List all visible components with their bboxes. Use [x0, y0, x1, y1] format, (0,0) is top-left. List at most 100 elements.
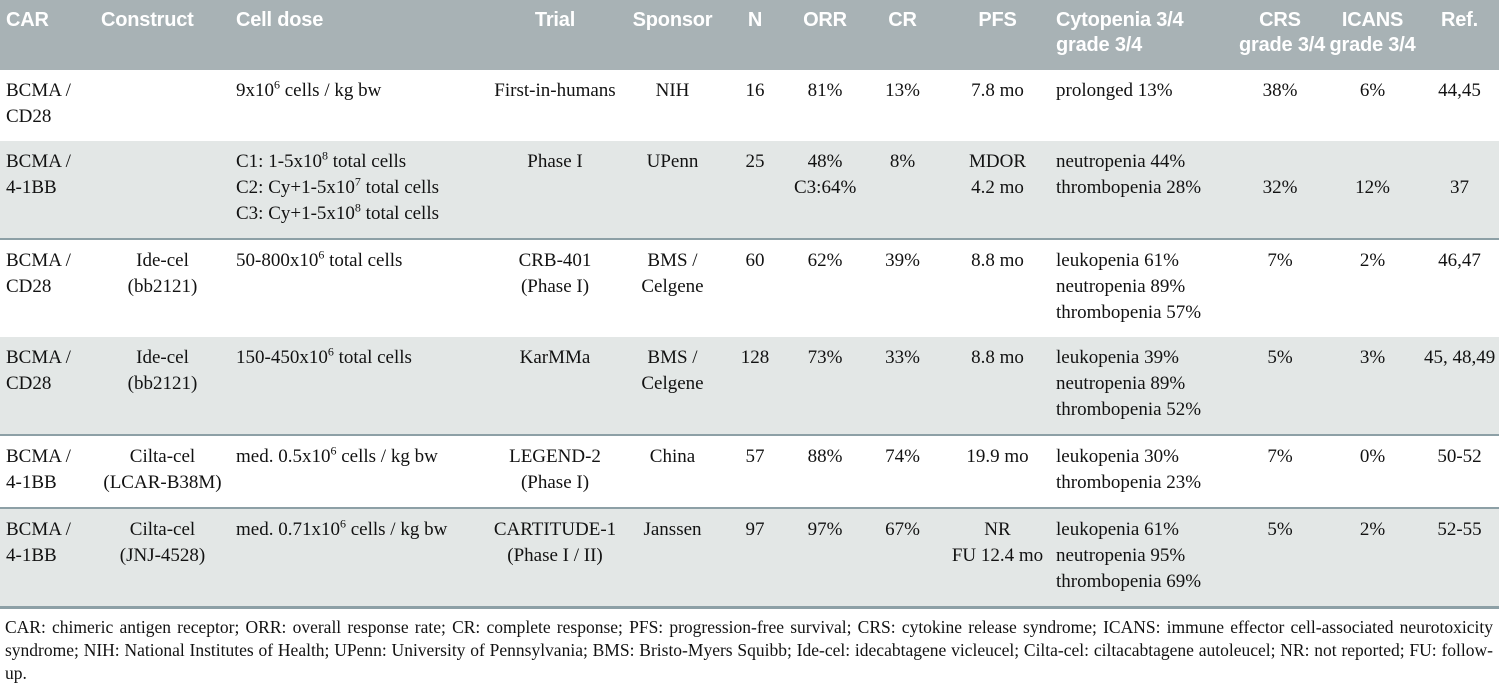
cell-cytopenia: leukopenia 61% neutropenia 89% thrombopeni…	[1050, 238, 1235, 337]
cell-cell_dose: 150-450x106 total cells	[230, 337, 485, 435]
cell-orr: 88%	[790, 434, 860, 508]
cell-sponsor: NIH	[655, 80, 690, 101]
column-header-trial: Trial	[485, 0, 625, 70]
table-row: BCMA / CD28 9x106 cells / kg bw First-in-hu…	[0, 70, 1499, 141]
cell-cytopenia: leukopenia 30% thrombopenia 23%	[1050, 434, 1235, 508]
cell-crs: 32%	[1235, 141, 1325, 239]
cell-trial: KarMMa	[485, 337, 625, 435]
cell-cr: 74%	[860, 434, 945, 508]
cell-sponsor: Janssen	[625, 507, 720, 608]
cell-car: BCMA / CD28	[0, 337, 95, 435]
cell-ref: 45, 48,49	[1420, 337, 1499, 435]
cell-n: 128	[720, 337, 790, 435]
cell-trial: CARTITUDE-1 (Phase I / II)	[485, 507, 625, 608]
column-header-cr: CR	[860, 0, 945, 70]
cell-ref: 46,47	[1420, 238, 1499, 337]
cell-icans: 0%	[1325, 434, 1420, 508]
column-header-car: CAR	[0, 0, 95, 70]
cell-pfs: 19.9 mo	[945, 434, 1050, 508]
cell-sponsor: China	[625, 434, 720, 508]
cell-construct	[95, 70, 230, 141]
cell-crs: 7%	[1235, 434, 1325, 508]
cell-construct: Cilta-cel (JNJ-4528)	[95, 507, 230, 608]
cell-n: 57	[720, 434, 790, 508]
cell-car: BCMA / CD28	[0, 238, 95, 337]
cell-construct	[95, 141, 230, 239]
cell-cell_dose: med. 0.5x106 cells / kg bw	[230, 434, 485, 508]
cell-cr: 8%	[860, 141, 945, 239]
cell-ref: 50-52	[1420, 434, 1499, 508]
table-footnote: CAR: chimeric antigen receptor; ORR: ove…	[5, 617, 1493, 683]
cell-sponsor: BMS / Celgene	[625, 337, 720, 435]
cell-icans: 2%	[1325, 507, 1420, 608]
column-header-crs: CRS grade 3/4	[1235, 0, 1325, 70]
cell-cytopenia: leukopenia 61% neutropenia 95% thrombopeni…	[1050, 507, 1235, 608]
cell-n: 25	[720, 141, 790, 239]
cell-orr: 73%	[790, 337, 860, 435]
cell-cell_dose: med. 0.71x106 cells / kg bw	[230, 507, 485, 608]
table-body: BCMA / CD28 9x106 cells / kg bw First-in-hu…	[0, 70, 1499, 608]
cell-n: 60	[720, 238, 790, 337]
cell-trial: First-in-humans	[494, 80, 616, 101]
cell-pfs: MDOR 4.2 mo	[945, 141, 1050, 239]
header-row: CAR Construct Cell dose Trial Sponsor N ORR CR P…	[0, 0, 1499, 70]
cell-construct: Cilta-cel (LCAR-B38M)	[95, 434, 230, 508]
cell-orr: 81%	[807, 80, 843, 101]
table-header: CAR Construct Cell dose Trial Sponsor N ORR CR P…	[0, 0, 1499, 70]
table-row: BCMA /4-1BB Cilta-cel (JNJ-4528) med. 0.71x…	[0, 507, 1499, 608]
cell-cr: 67%	[860, 507, 945, 608]
cell-cell_dose: 50-800x106 total cells	[230, 238, 485, 337]
cell-cytopenia: prolonged 13%	[1056, 80, 1173, 101]
column-header-cell_dose: Cell dose	[230, 0, 485, 70]
cell-n: 97	[720, 507, 790, 608]
cell-trial: CRB-401 (Phase I)	[485, 238, 625, 337]
cell-pfs: NR FU 12.4 mo	[945, 507, 1050, 608]
cell-cytopenia: neutropenia 44% thrombopenia 28%	[1050, 141, 1235, 239]
cell-cr: 13%	[885, 80, 920, 101]
column-header-pfs: PFS	[945, 0, 1050, 70]
table-row: BCMA /4-1BB Cilta-cel (LCAR-B38M) med. 0.5x…	[0, 434, 1499, 508]
table-row: BCMA /4-1BB C1: 1-5x108 total cells C2: Cy…	[0, 141, 1499, 239]
car-t-trials-table: CAR Construct Cell dose Trial Sponsor N ORR CR P…	[0, 0, 1499, 609]
cell-car: BCMA / CD28	[6, 80, 71, 127]
cell-crs: 38%	[1262, 80, 1298, 101]
cell-ref: 37	[1420, 141, 1499, 239]
cell-cell_dose: C1: 1-5x108 total cells C2: Cy+1-5x107 to…	[230, 141, 485, 239]
table-row: BCMA / CD28 Ide-cel (bb2121) 50-800x106 tota…	[0, 238, 1499, 337]
cell-trial: LEGEND-2 (Phase I)	[485, 434, 625, 508]
cell-crs: 5%	[1235, 337, 1325, 435]
cell-cytopenia: leukopenia 39% neutropenia 89% thrombopeni…	[1050, 337, 1235, 435]
cell-icans: 12%	[1325, 141, 1420, 239]
cell-crs: 5%	[1235, 507, 1325, 608]
column-header-construct: Construct	[95, 0, 230, 70]
cell-ref: 44,45	[1438, 80, 1481, 101]
cell-orr: 48% C3:64%	[790, 141, 860, 239]
cell-ref: 52-55	[1420, 507, 1499, 608]
cell-pfs: 8.8 mo	[945, 337, 1050, 435]
cell-orr: 62%	[790, 238, 860, 337]
cell-pfs: 8.8 mo	[945, 238, 1050, 337]
cell-car: BCMA /4-1BB	[0, 141, 95, 239]
cell-icans: 6%	[1359, 80, 1386, 101]
cell-car: BCMA /4-1BB	[0, 507, 95, 608]
column-header-icans: ICANS grade 3/4	[1325, 0, 1420, 70]
cell-icans: 2%	[1325, 238, 1420, 337]
cell-car: BCMA /4-1BB	[0, 434, 95, 508]
cell-cell_dose: 9x106 cells / kg bw	[236, 77, 382, 101]
cell-n: 16	[745, 80, 765, 101]
column-header-orr: ORR	[790, 0, 860, 70]
table-row: BCMA / CD28 Ide-cel (bb2121) 150-450x106 tot…	[0, 337, 1499, 435]
cell-construct: Ide-cel (bb2121)	[95, 337, 230, 435]
cell-orr: 97%	[790, 507, 860, 608]
cell-sponsor: UPenn	[625, 141, 720, 239]
cell-icans: 3%	[1325, 337, 1420, 435]
column-header-cytopenia: Cytopenia 3/4 grade 3/4	[1050, 0, 1235, 70]
column-header-n: N	[720, 0, 790, 70]
cell-cr: 33%	[860, 337, 945, 435]
cell-pfs: 7.8 mo	[971, 80, 1024, 101]
cell-cr: 39%	[860, 238, 945, 337]
column-header-sponsor: Sponsor	[625, 0, 720, 70]
cell-crs: 7%	[1235, 238, 1325, 337]
cell-sponsor: BMS / Celgene	[625, 238, 720, 337]
